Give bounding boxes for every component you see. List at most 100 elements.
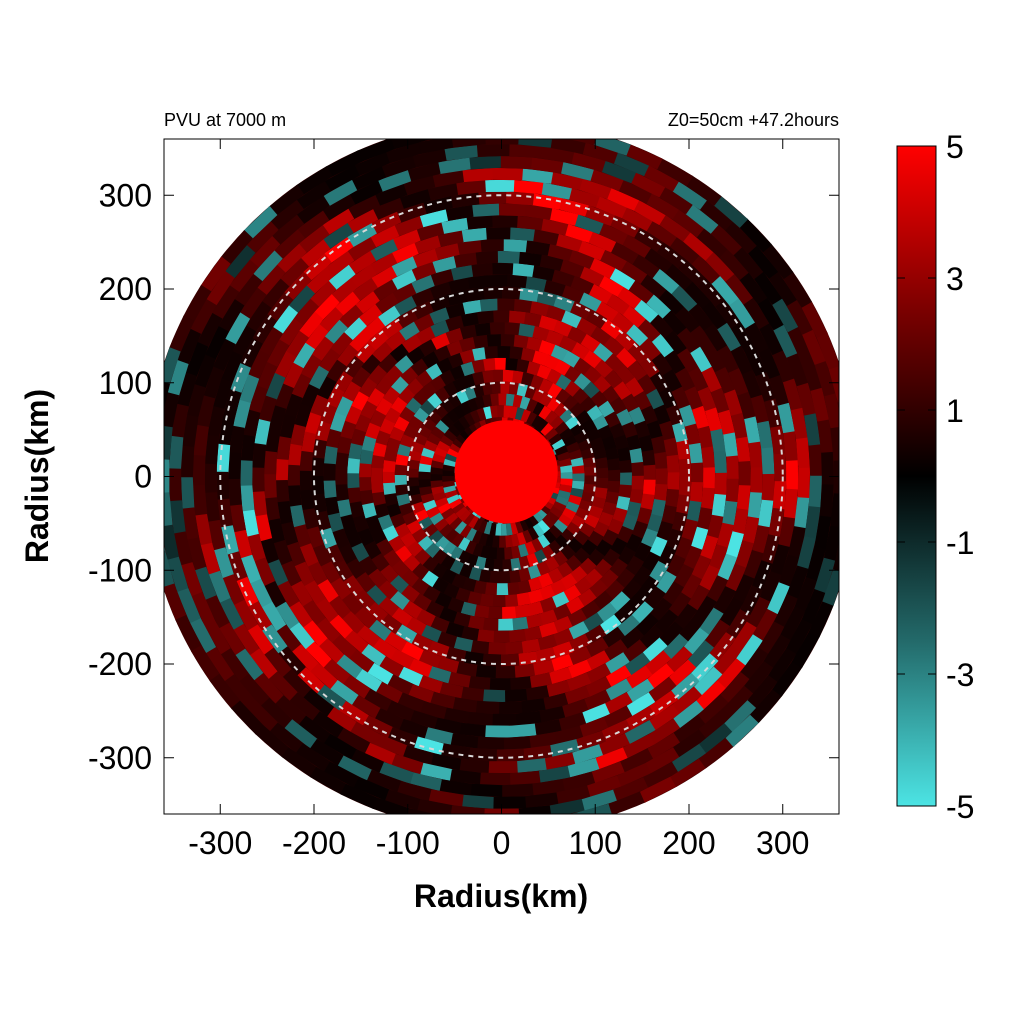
field-cell	[366, 769, 403, 793]
field-cell	[553, 628, 575, 646]
field-cell	[540, 422, 554, 436]
field-cell	[559, 259, 585, 278]
field-cell	[318, 348, 341, 373]
field-cell	[444, 490, 458, 499]
field-cell	[474, 395, 485, 410]
field-cell	[531, 325, 550, 342]
field-cell	[529, 300, 550, 317]
field-cell	[548, 432, 562, 446]
field-cell	[265, 372, 286, 401]
field-cell	[634, 420, 651, 439]
field-cell	[666, 403, 684, 426]
field-cell	[653, 403, 671, 425]
field-cell	[506, 274, 528, 288]
field-cell	[574, 530, 590, 546]
field-cell	[493, 559, 503, 572]
field-cell	[531, 414, 544, 429]
field-cell	[387, 674, 414, 696]
field-cell	[319, 403, 338, 425]
field-cell	[710, 275, 739, 306]
field-cell	[391, 753, 425, 775]
field-cell	[490, 381, 501, 394]
field-cell	[803, 412, 821, 446]
field-cell	[593, 358, 613, 378]
field-cell	[617, 614, 641, 637]
field-cell	[390, 591, 411, 611]
field-cell	[399, 718, 429, 739]
field-cell	[393, 416, 410, 432]
x-tick-label: 300	[756, 825, 809, 861]
field-cell	[643, 247, 673, 273]
field-cell	[630, 171, 666, 198]
field-cell	[440, 217, 469, 234]
field-cell	[434, 592, 453, 609]
field-cell	[669, 236, 700, 265]
field-cell	[549, 139, 586, 155]
field-cell	[394, 475, 407, 486]
field-cell	[361, 435, 377, 453]
field-cell	[627, 279, 654, 304]
field-cell	[663, 349, 686, 374]
field-cell	[447, 277, 470, 294]
field-cell	[584, 204, 615, 226]
field-cell	[502, 239, 528, 253]
x-tick-label: 200	[662, 825, 715, 861]
field-cell	[384, 407, 401, 425]
field-cell	[703, 322, 728, 352]
field-cell	[604, 369, 623, 389]
field-cell	[647, 732, 682, 759]
field-cell	[615, 347, 637, 368]
field-cell	[518, 579, 532, 594]
field-cell	[274, 351, 297, 379]
field-cell	[460, 312, 479, 327]
field-cell	[164, 583, 187, 622]
field-cell	[216, 443, 231, 473]
field-cell	[670, 284, 698, 312]
field-cell	[313, 293, 340, 320]
field-cell	[323, 236, 354, 264]
field-cell	[625, 651, 652, 676]
field-cell	[833, 543, 839, 572]
field-cell	[797, 534, 817, 569]
field-cell	[441, 743, 472, 760]
field-cell	[348, 329, 372, 353]
field-cell	[575, 803, 614, 814]
field-cell	[449, 192, 480, 208]
field-cell	[649, 535, 668, 557]
field-cell	[435, 357, 453, 374]
field-cell	[526, 685, 551, 701]
field-cell	[455, 180, 486, 195]
field-cell	[594, 558, 613, 577]
field-cell	[604, 446, 619, 460]
field-cell	[408, 684, 435, 704]
field-cell	[220, 230, 253, 265]
field-cell	[709, 543, 729, 570]
field-cell	[248, 235, 281, 269]
field-cell	[519, 518, 530, 532]
reference-circle	[313, 288, 690, 665]
field-cell	[397, 692, 426, 713]
field-cell	[539, 609, 558, 626]
field-cell	[354, 291, 380, 315]
field-cell	[730, 344, 753, 375]
field-cell	[787, 524, 807, 558]
field-cell	[450, 264, 474, 281]
field-cell	[261, 624, 289, 655]
field-cell	[709, 223, 743, 256]
field-cell	[240, 485, 255, 513]
field-cell	[268, 518, 286, 545]
field-cell	[376, 734, 409, 757]
field-cell	[783, 430, 798, 461]
field-cell	[502, 559, 513, 572]
field-cell	[429, 375, 446, 392]
field-cell	[403, 745, 435, 766]
field-cell	[446, 448, 460, 459]
field-cell	[371, 553, 390, 573]
field-cell	[479, 298, 498, 312]
field-cell	[357, 528, 375, 547]
field-cell	[441, 507, 455, 521]
field-cell	[499, 701, 524, 714]
field-cell	[521, 371, 534, 386]
field-cell	[752, 607, 779, 641]
field-cell	[501, 286, 521, 300]
